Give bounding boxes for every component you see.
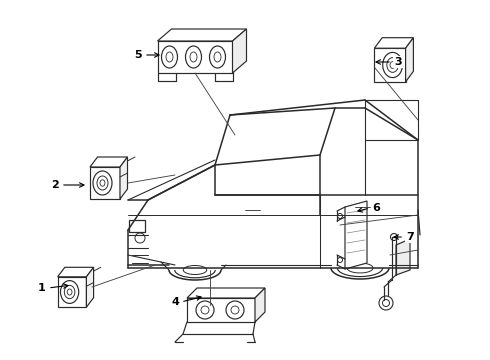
Polygon shape <box>187 298 255 322</box>
Polygon shape <box>374 48 406 82</box>
Polygon shape <box>232 29 246 73</box>
Polygon shape <box>90 157 127 167</box>
Text: 1: 1 <box>38 283 46 293</box>
Text: 3: 3 <box>394 57 402 67</box>
Polygon shape <box>374 38 414 48</box>
Polygon shape <box>157 29 246 41</box>
Polygon shape <box>157 41 232 73</box>
Polygon shape <box>90 167 120 199</box>
Polygon shape <box>58 267 94 277</box>
Text: 6: 6 <box>372 203 380 213</box>
Polygon shape <box>396 239 410 275</box>
Text: 7: 7 <box>406 232 414 242</box>
Text: 4: 4 <box>171 297 179 307</box>
Text: 5: 5 <box>134 50 142 60</box>
Polygon shape <box>86 267 94 307</box>
Polygon shape <box>58 277 86 307</box>
Polygon shape <box>187 288 265 298</box>
Polygon shape <box>345 201 367 269</box>
Polygon shape <box>120 157 127 199</box>
Bar <box>129 220 145 232</box>
Polygon shape <box>406 38 414 82</box>
Polygon shape <box>255 288 265 322</box>
Text: 2: 2 <box>51 180 59 190</box>
